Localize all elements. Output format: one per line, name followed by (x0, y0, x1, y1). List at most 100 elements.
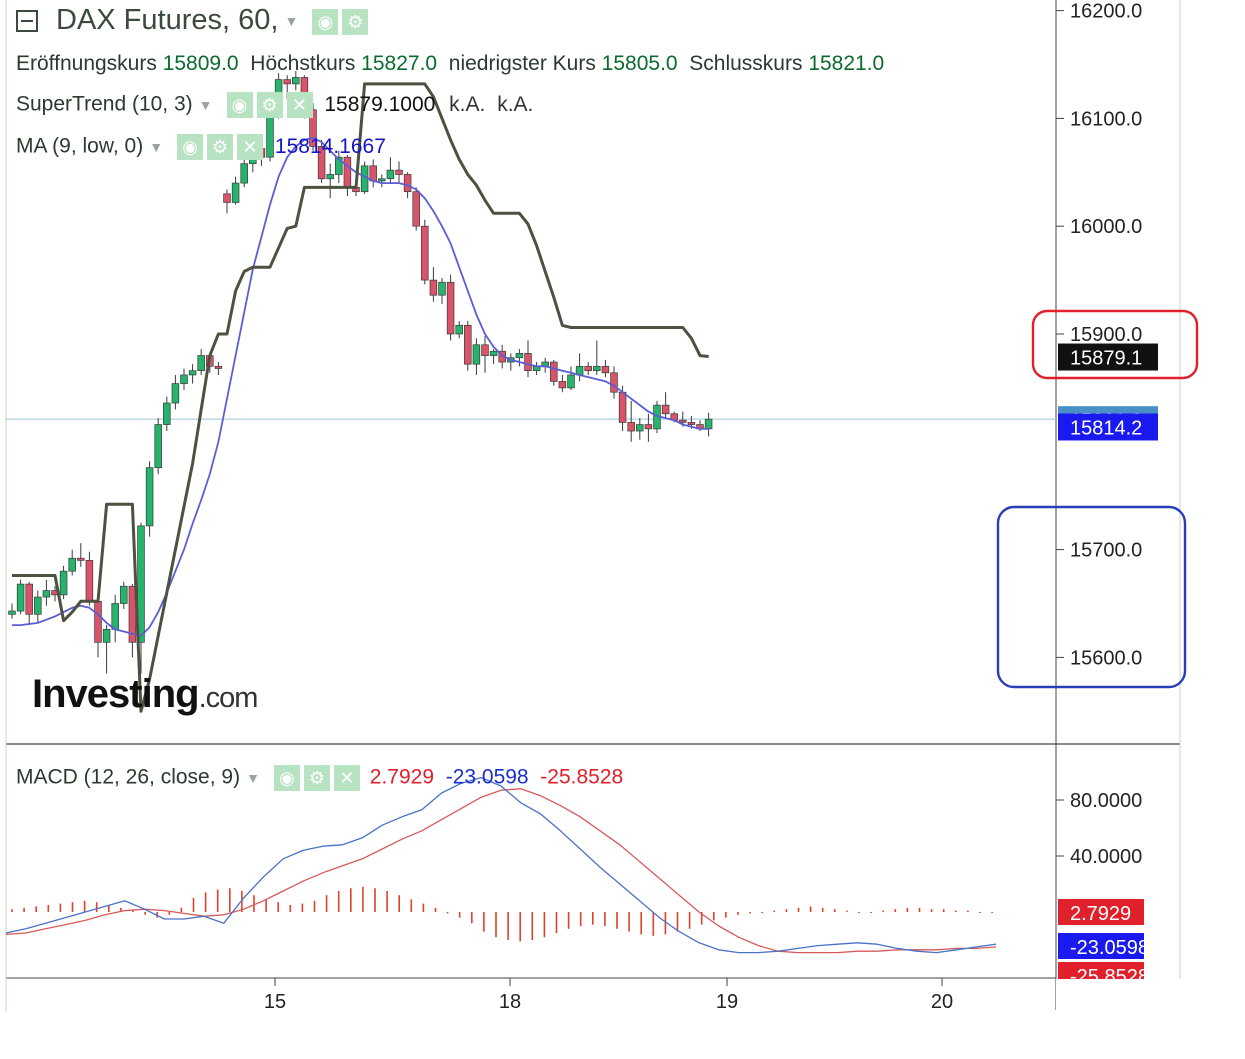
candle (386, 157, 395, 184)
candle-body (317, 146, 326, 180)
candle (292, 70, 300, 91)
candle (378, 174, 386, 188)
candle-body (481, 344, 489, 356)
candle-body (111, 603, 119, 630)
candle-body (34, 596, 42, 615)
candle (601, 359, 610, 378)
price-label-box (1058, 413, 1158, 441)
candle (171, 374, 180, 410)
eye-icon[interactable]: ◉ (312, 9, 339, 36)
candle (231, 176, 240, 205)
ohlc-low-label: niedrigster Kurs (448, 52, 596, 75)
candle-body (137, 525, 145, 643)
chevron-down-icon[interactable]: ▼ (246, 770, 260, 786)
price-label-box (1058, 343, 1158, 371)
candle-body (180, 374, 188, 384)
candle (472, 338, 481, 375)
candle-body (59, 570, 68, 596)
close-icon[interactable]: ✕ (333, 765, 360, 791)
eye-icon[interactable]: ◉ (226, 92, 253, 118)
axis-mask (1056, 979, 1186, 1059)
gear-icon[interactable]: ⚙ (207, 134, 234, 160)
candle-body (550, 361, 558, 382)
candle (77, 543, 85, 567)
annotations (996, 309, 1199, 689)
candle-body (240, 163, 248, 184)
collapse-icon[interactable] (16, 10, 38, 33)
candle-body (343, 156, 352, 188)
candle (8, 603, 16, 619)
candle (369, 159, 377, 188)
candle (188, 364, 197, 384)
close-icon[interactable]: ✕ (286, 92, 313, 118)
candle-body (214, 365, 223, 369)
chevron-down-icon[interactable]: ▼ (149, 139, 164, 155)
candle-body (163, 402, 171, 425)
macd-legend[interactable]: MACD (12, 26, close, 9) ▼ ◉ ⚙ ✕ 2.7929 -23.0… (16, 765, 623, 791)
candle-body (8, 610, 16, 615)
eye-icon[interactable]: ◉ (273, 765, 300, 791)
macd-tick-label: 80.0000 (1070, 790, 1142, 812)
candle-body (704, 418, 713, 430)
macd-value-box (1058, 899, 1144, 925)
candle (395, 161, 403, 184)
close-icon[interactable]: ✕ (237, 134, 264, 160)
gear-icon[interactable]: ⚙ (303, 765, 330, 791)
candle-body (455, 325, 463, 335)
time-tick-label: 15 (264, 991, 286, 1013)
price-tick-label: 16200.0 (1070, 1, 1142, 23)
candle-body (223, 193, 231, 203)
candle (68, 549, 76, 576)
chart-frame (5, 0, 1181, 1012)
supertrend-legend[interactable]: SuperTrend (10, 3) ▼ ◉ ⚙ ✕ 15879.1000 k.A. k… (16, 92, 533, 118)
candle-body (378, 178, 386, 182)
candle-body (25, 583, 33, 615)
candle-body (627, 422, 635, 432)
ma-legend[interactable]: MA (9, low, 0) ▼ ◉ ⚙ ✕ 15814.1667 (16, 134, 386, 160)
candle (240, 159, 248, 188)
macd-value-2: -23.0598 (445, 765, 529, 789)
candle-body (446, 281, 455, 335)
candle (42, 579, 51, 606)
price-tick-label: 15600.0 (1070, 647, 1142, 669)
candle-body (188, 370, 197, 376)
candle-body (326, 174, 334, 180)
candle (558, 374, 567, 393)
candle-body (120, 585, 128, 604)
candle-body (421, 225, 429, 281)
candle-body (429, 279, 438, 296)
supertrend-line (12, 82, 709, 713)
candle-body (16, 583, 25, 612)
candle (111, 594, 119, 643)
candle-body (618, 391, 627, 423)
candle (317, 139, 326, 184)
candle-body (601, 365, 610, 374)
ohlc-open-value: 15809.0 (162, 52, 239, 75)
candle (59, 565, 68, 600)
candle (446, 274, 455, 341)
supertrend-label: SuperTrend (10, 3) (16, 92, 193, 116)
candle (584, 362, 592, 375)
macd-value-1: 2.7929 (369, 765, 435, 789)
ohlc-low-value: 15805.0 (601, 52, 678, 75)
candle (145, 461, 154, 537)
macd-tick-label: 40.0000 (1070, 846, 1142, 868)
candle (627, 400, 635, 442)
chevron-down-icon[interactable]: ▼ (284, 13, 299, 30)
candle (154, 418, 162, 475)
candle-body (154, 424, 162, 469)
chevron-down-icon[interactable]: ▼ (198, 97, 213, 113)
gear-icon[interactable]: ⚙ (256, 92, 283, 118)
eye-icon[interactable]: ◉ (177, 134, 204, 160)
candle-body (515, 353, 524, 359)
candle (593, 340, 601, 375)
candle-body (68, 557, 76, 572)
candle-body (197, 355, 205, 372)
gear-icon[interactable]: ⚙ (342, 9, 369, 36)
candle-body (395, 169, 403, 175)
ohlc-close-label: Schlusskurs (689, 52, 803, 75)
candle (16, 579, 25, 615)
candle (610, 366, 618, 399)
candle (489, 349, 498, 365)
